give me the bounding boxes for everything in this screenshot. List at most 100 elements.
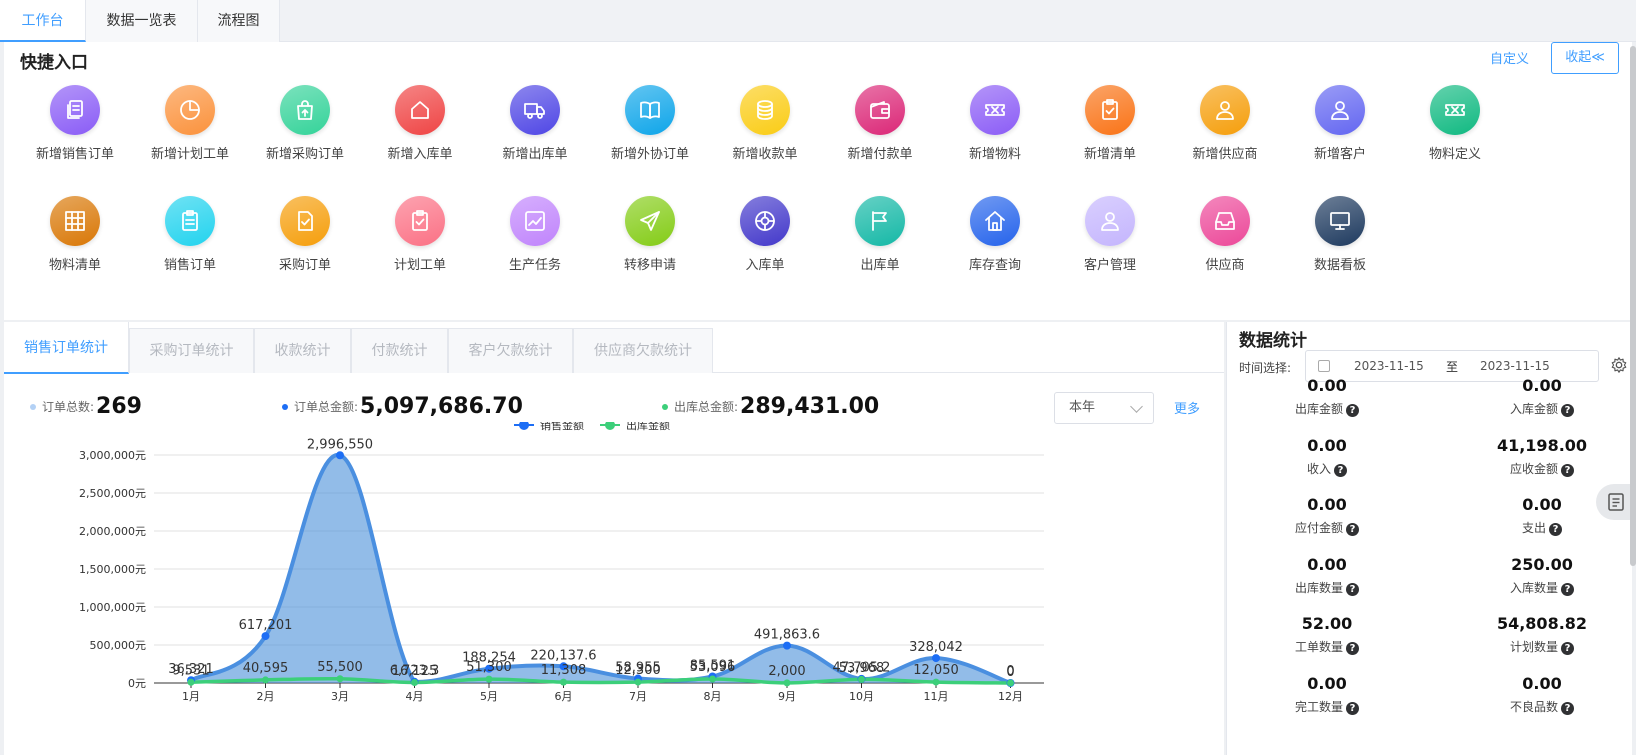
sales-data-label: 617,201 bbox=[239, 618, 293, 633]
outbound-point bbox=[1007, 679, 1014, 687]
help-icon[interactable]: ? bbox=[1561, 701, 1574, 715]
tab-payment-stats[interactable]: 付款统计 bbox=[351, 328, 448, 373]
stat-item: 0.00 支出? bbox=[1467, 495, 1617, 536]
x-tick-label: 5月 bbox=[480, 690, 498, 703]
help-icon[interactable]: ? bbox=[1346, 582, 1359, 596]
outbound-line bbox=[190, 676, 1011, 685]
tab-data-overview[interactable]: 数据一览表 bbox=[86, 0, 198, 42]
collapse-button[interactable]: 收起≪ bbox=[1551, 42, 1619, 74]
calendar-icon bbox=[1318, 360, 1330, 372]
quick-entry-item[interactable]: 采购订单 bbox=[245, 196, 365, 273]
quick-entry-item[interactable]: 物料清单 bbox=[15, 196, 135, 273]
floating-doc-button[interactable] bbox=[1596, 484, 1636, 520]
quick-entry-item[interactable]: 新增出库单 bbox=[475, 85, 595, 162]
y-tick-label: 2,500,000元 bbox=[79, 487, 146, 500]
quick-entry-item[interactable]: 新增采购订单 bbox=[245, 85, 365, 162]
stat-item: 0.00 入库金额? bbox=[1467, 376, 1617, 417]
help-icon[interactable]: ? bbox=[1561, 582, 1574, 596]
quick-entry-item[interactable]: 新增清单 bbox=[1050, 85, 1170, 162]
quick-entry-item[interactable]: 库存查询 bbox=[935, 196, 1055, 273]
more-link[interactable]: 更多 bbox=[1174, 402, 1201, 417]
outbound-point bbox=[634, 678, 642, 686]
scrollbar[interactable] bbox=[1630, 46, 1636, 566]
aperture-icon bbox=[740, 196, 790, 246]
quick-entry-item[interactable]: 新增入库单 bbox=[360, 85, 480, 162]
tab-sales-order-stats[interactable]: 销售订单统计 bbox=[4, 322, 129, 374]
date-range-picker[interactable]: 2023-11-15 至 2023-11-15 bbox=[1305, 350, 1599, 382]
quick-entry-item[interactable]: 客户管理 bbox=[1050, 196, 1170, 273]
tab-receipt-stats[interactable]: 收款统计 bbox=[254, 328, 351, 373]
quick-entry-item[interactable]: 计划工单 bbox=[360, 196, 480, 273]
x-tick-label: 7月 bbox=[629, 690, 647, 703]
help-icon[interactable]: ? bbox=[1561, 463, 1574, 477]
home-icon bbox=[970, 196, 1020, 246]
quick-entry-item[interactable]: 新增销售订单 bbox=[15, 85, 135, 162]
quick-entry-item[interactable]: 转移申请 bbox=[590, 196, 710, 273]
legend-marker bbox=[519, 422, 529, 430]
quick-entry-item[interactable]: 新增外协订单 bbox=[590, 85, 710, 162]
quick-entry-label: 新增采购订单 bbox=[265, 147, 344, 162]
quick-entry-item[interactable]: 新增供应商 bbox=[1165, 85, 1285, 162]
tab-workbench[interactable]: 工作台 bbox=[0, 0, 86, 42]
stat-label: 出库数量? bbox=[1252, 579, 1402, 596]
stat-value: 41,198.00 bbox=[1496, 435, 1588, 455]
stat-item: 0.00 应付金额? bbox=[1252, 495, 1402, 536]
tab-supplier-debt-stats[interactable]: 供应商欠款统计 bbox=[573, 328, 713, 373]
user-icon bbox=[1200, 85, 1250, 135]
quick-entry-item[interactable]: 物料定义 bbox=[1395, 85, 1515, 162]
help-icon[interactable]: ? bbox=[1334, 463, 1347, 477]
period-select[interactable]: 本年 bbox=[1054, 392, 1154, 424]
quick-entry-panel: 快捷入口 自定义 收起≪ 新增销售订单 新增计划工单 新增采购订单 新增入库单 新增出库… bbox=[4, 42, 1632, 320]
wallet-icon bbox=[855, 85, 905, 135]
quick-entry-item[interactable]: 新增收款单 bbox=[705, 85, 825, 162]
outbound-point bbox=[485, 675, 493, 683]
help-icon[interactable]: ? bbox=[1561, 642, 1574, 655]
help-icon[interactable]: ? bbox=[1549, 523, 1562, 536]
quick-entry-item[interactable]: 生产任务 bbox=[475, 196, 595, 273]
help-icon[interactable]: ? bbox=[1561, 404, 1574, 417]
help-icon[interactable]: ? bbox=[1346, 642, 1359, 655]
end-date[interactable]: 2023-11-15 bbox=[1480, 359, 1550, 373]
quick-entry-label: 新增出库单 bbox=[502, 147, 568, 162]
quick-entry-item[interactable]: 销售订单 bbox=[130, 196, 250, 273]
stat-item: 52.00 工单数量? bbox=[1252, 614, 1402, 655]
help-icon[interactable]: ? bbox=[1346, 523, 1359, 536]
tab-flowchart[interactable]: 流程图 bbox=[198, 0, 280, 42]
y-tick-label: 500,000元 bbox=[90, 639, 147, 652]
x-tick-label: 4月 bbox=[406, 690, 424, 703]
x-tick-label: 8月 bbox=[704, 690, 722, 703]
x-tick-label: 6月 bbox=[555, 690, 573, 703]
quick-entry-title: 快捷入口 bbox=[20, 53, 88, 73]
help-icon[interactable]: ? bbox=[1346, 404, 1359, 417]
tab-purchase-order-stats[interactable]: 采购订单统计 bbox=[129, 328, 254, 373]
y-tick-label: 2,000,000元 bbox=[79, 525, 146, 538]
stat-label: 应付金额? bbox=[1252, 519, 1402, 536]
shopping-bag-icon bbox=[280, 85, 330, 135]
clipboard-check-icon bbox=[1085, 85, 1135, 135]
quick-entry-item[interactable]: 供应商 bbox=[1165, 196, 1285, 273]
sales-stats-panel: 销售订单统计 采购订单统计 收款统计 付款统计 客户欠款统计 供应商欠款统计 订… bbox=[4, 322, 1224, 755]
quick-entry-item[interactable]: 入库单 bbox=[705, 196, 825, 273]
quick-entry-item[interactable]: 数据看板 bbox=[1280, 196, 1400, 273]
quick-entry-item[interactable]: 新增物料 bbox=[935, 85, 1055, 162]
document-icon bbox=[1608, 493, 1624, 511]
stat-label: 完工数量? bbox=[1252, 698, 1402, 715]
customize-link[interactable]: 自定义 bbox=[1490, 52, 1530, 67]
quick-entry-item[interactable]: 新增计划工单 bbox=[130, 85, 250, 162]
user-icon bbox=[1315, 85, 1365, 135]
flag-icon bbox=[855, 196, 905, 246]
gear-icon[interactable] bbox=[1610, 356, 1628, 374]
coins-icon bbox=[740, 85, 790, 135]
x-tick-label: 12月 bbox=[998, 690, 1023, 703]
stat-value: 0.00 bbox=[1307, 495, 1347, 514]
help-icon[interactable]: ? bbox=[1346, 701, 1359, 715]
stat-value: 54,808.82 bbox=[1496, 614, 1588, 633]
quick-entry-item[interactable]: 新增客户 bbox=[1280, 85, 1400, 162]
stat-label: 应收金额? bbox=[1467, 460, 1617, 477]
tab-customer-debt-stats[interactable]: 客户欠款统计 bbox=[448, 328, 573, 373]
start-date[interactable]: 2023-11-15 bbox=[1354, 359, 1424, 373]
quick-entry-item[interactable]: 出库单 bbox=[820, 196, 940, 273]
quick-entry-item[interactable]: 新增付款单 bbox=[820, 85, 940, 162]
document-copy-icon bbox=[50, 85, 100, 135]
sales-data-label: 491,863.6 bbox=[754, 628, 820, 643]
